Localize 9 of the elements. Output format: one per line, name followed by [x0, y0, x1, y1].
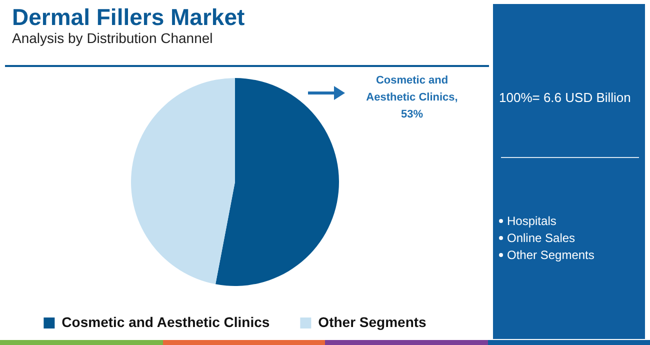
data-label: Cosmetic and Aesthetic Clinics, 53% [366, 74, 458, 121]
text: Online Sales [507, 231, 576, 245]
text: 100%= 6.6 USD Billion [499, 90, 631, 105]
text: Other Segments [507, 248, 594, 262]
chart-subtitle: Analysis by Distribution Channel [12, 30, 213, 46]
text: Hospitals [507, 214, 556, 228]
chart-title: Dermal Fillers Market [12, 4, 245, 31]
legend-label: Cosmetic and Aesthetic Clinics [62, 314, 270, 330]
legend-label: Other Segments [318, 314, 427, 330]
